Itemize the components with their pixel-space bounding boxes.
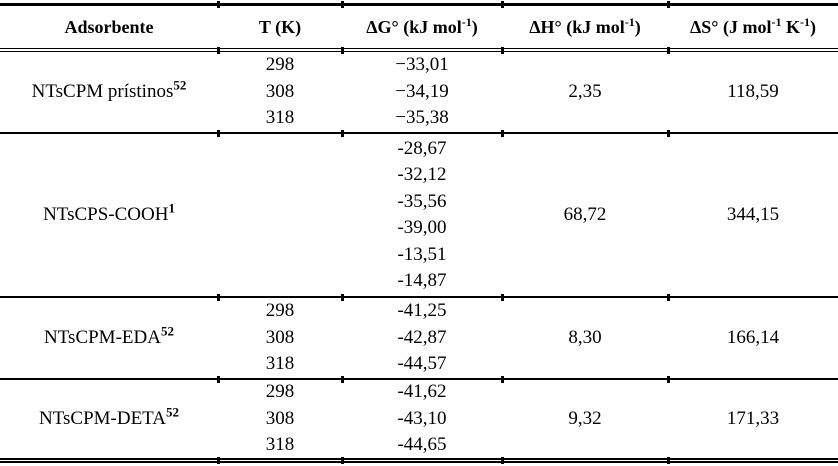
header-label: ΔG° (kJ mol-1) bbox=[366, 14, 478, 37]
delta-g-value: -41,62 bbox=[397, 381, 447, 403]
table-section-ntscpm-eda: NTsCPM-EDA52 298 308 318 -41,25 -42,87 -… bbox=[0, 296, 838, 378]
adsorbent-name-cell: NTsCPM-EDA52 bbox=[0, 298, 218, 378]
temperature-value: 318 bbox=[265, 107, 295, 129]
delta-g-value: -41,25 bbox=[397, 300, 447, 322]
delta-h-value: 9,32 bbox=[568, 408, 602, 429]
delta-g-value: -28,67 bbox=[397, 137, 447, 159]
column-boundary-tick bbox=[666, 46, 670, 54]
temperature-values: 298 308 318 bbox=[218, 52, 342, 132]
delta-g-value: −33,01 bbox=[395, 54, 449, 76]
header-label: T (K) bbox=[258, 16, 302, 37]
table-top-rule bbox=[0, 3, 838, 6]
temperature-value: 308 bbox=[265, 326, 295, 348]
delta-g-value: -35,56 bbox=[397, 190, 447, 212]
delta-g-value: -14,87 bbox=[397, 270, 447, 291]
exponent: -1 bbox=[461, 14, 472, 29]
delta-h-value: 8,30 bbox=[568, 327, 602, 348]
adsorbent-name: NTsCPM-EDA52 bbox=[44, 323, 174, 348]
delta-g-value: -32,12 bbox=[397, 164, 447, 185]
temperature-values: 298 308 318 bbox=[218, 298, 342, 378]
delta-g-value: -39,00 bbox=[397, 217, 447, 238]
delta-h-value: 2,35 bbox=[568, 81, 602, 102]
column-boundary-tick bbox=[216, 375, 220, 383]
column-boundary-tick bbox=[500, 129, 504, 137]
delta-s-value: 166,14 bbox=[726, 327, 780, 348]
column-boundary-tick bbox=[666, 375, 670, 383]
adsorbent-name-cell: NTsCPM-DETA52 bbox=[0, 380, 218, 458]
column-header-delta-h: ΔH° (kJ mol-1) bbox=[502, 6, 668, 48]
table-bottom-rule bbox=[0, 458, 838, 463]
temperature-value: 308 bbox=[265, 80, 295, 102]
column-header-delta-s: ΔS° (J mol-1 K-1) bbox=[668, 6, 838, 48]
reference-superscript: 52 bbox=[166, 404, 179, 420]
exponent: -1 bbox=[771, 14, 782, 29]
temperature-values bbox=[218, 134, 342, 296]
column-boundary-tick bbox=[216, 456, 220, 464]
column-boundary-tick bbox=[666, 1, 670, 8]
column-boundary-tick bbox=[216, 46, 220, 54]
table-section-ntscpm-pristinos: NTsCPM prístinos52 298 308 318 −33,01 −3… bbox=[0, 52, 838, 132]
delta-g-values: −33,01 −34,19 −35,38 bbox=[342, 52, 502, 132]
header-label: Adsorbente bbox=[64, 16, 154, 37]
reference-superscript: 52 bbox=[173, 77, 187, 93]
adsorbent-name: NTsCPS-COOH1 bbox=[43, 200, 175, 225]
header-label: ΔH° (kJ mol-1) bbox=[529, 14, 641, 37]
column-boundary-tick bbox=[340, 375, 344, 383]
column-boundary-tick bbox=[500, 456, 504, 464]
delta-s-value: 344,15 bbox=[726, 204, 780, 225]
column-boundary-tick bbox=[216, 129, 220, 137]
column-boundary-tick bbox=[500, 375, 504, 383]
column-header-adsorbente: Adsorbente bbox=[0, 6, 218, 48]
column-boundary-tick bbox=[340, 456, 344, 464]
adsorbent-name-cell: NTsCPM prístinos52 bbox=[0, 52, 218, 132]
table-section-ntscps-cooh: NTsCPS-COOH1 -28,67 -32,12 -35,56 -39,00… bbox=[0, 132, 838, 296]
delta-g-values: -28,67 -32,12 -35,56 -39,00 -13,51 -14,8… bbox=[342, 134, 502, 296]
delta-g-value: -43,10 bbox=[397, 407, 447, 429]
column-boundary-tick bbox=[340, 1, 344, 8]
exponent: -1 bbox=[800, 14, 810, 29]
column-boundary-tick bbox=[340, 129, 344, 137]
column-boundary-tick bbox=[500, 46, 504, 54]
column-boundary-tick bbox=[216, 1, 220, 8]
adsorbent-name: NTsCPM-DETA52 bbox=[39, 404, 179, 429]
delta-g-values: -41,62 -43,10 -44,65 bbox=[342, 380, 502, 458]
column-boundary-tick bbox=[666, 456, 670, 464]
reference-superscript: 1 bbox=[168, 200, 175, 216]
temperature-value: 308 bbox=[265, 407, 295, 429]
column-header-temperature: T (K) bbox=[218, 6, 342, 48]
temperature-value: 298 bbox=[265, 381, 295, 403]
table-section-ntscpm-deta: NTsCPM-DETA52 298 308 318 -41,62 -43,10 … bbox=[0, 378, 838, 458]
delta-g-value: -44,57 bbox=[397, 353, 447, 375]
temperature-value: 318 bbox=[265, 434, 295, 456]
delta-g-value: -44,65 bbox=[397, 434, 447, 456]
column-boundary-tick bbox=[500, 1, 504, 8]
column-header-delta-g: ΔG° (kJ mol-1) bbox=[342, 6, 502, 48]
column-boundary-tick bbox=[340, 293, 344, 301]
delta-g-value: -13,51 bbox=[397, 243, 447, 265]
delta-s-value: 171,33 bbox=[726, 408, 780, 429]
exponent: -1 bbox=[624, 14, 635, 29]
column-boundary-tick bbox=[340, 46, 344, 54]
table-header-row: Adsorbente T (K) ΔG° (kJ mol-1) ΔH° (kJ … bbox=[0, 6, 838, 52]
column-boundary-tick bbox=[216, 293, 220, 301]
temperature-value: 318 bbox=[265, 353, 295, 375]
temperature-value: 298 bbox=[265, 54, 295, 76]
adsorbent-name-cell: NTsCPS-COOH1 bbox=[0, 134, 218, 296]
delta-h-value: 68,72 bbox=[563, 204, 607, 225]
reference-superscript: 52 bbox=[160, 323, 174, 339]
temperature-value: 298 bbox=[265, 300, 295, 322]
delta-g-value: -42,87 bbox=[397, 326, 447, 348]
header-label: ΔS° (J mol-1 K-1) bbox=[690, 14, 816, 37]
column-boundary-tick bbox=[666, 293, 670, 301]
column-boundary-tick bbox=[666, 129, 670, 137]
delta-g-values: -41,25 -42,87 -44,57 bbox=[342, 298, 502, 378]
temperature-values: 298 308 318 bbox=[218, 380, 342, 458]
delta-s-value: 118,59 bbox=[727, 81, 779, 102]
column-boundary-tick bbox=[500, 293, 504, 301]
delta-g-value: −35,38 bbox=[395, 107, 449, 129]
adsorbent-name: NTsCPM prístinos52 bbox=[31, 77, 187, 102]
delta-g-value: −34,19 bbox=[395, 80, 449, 102]
